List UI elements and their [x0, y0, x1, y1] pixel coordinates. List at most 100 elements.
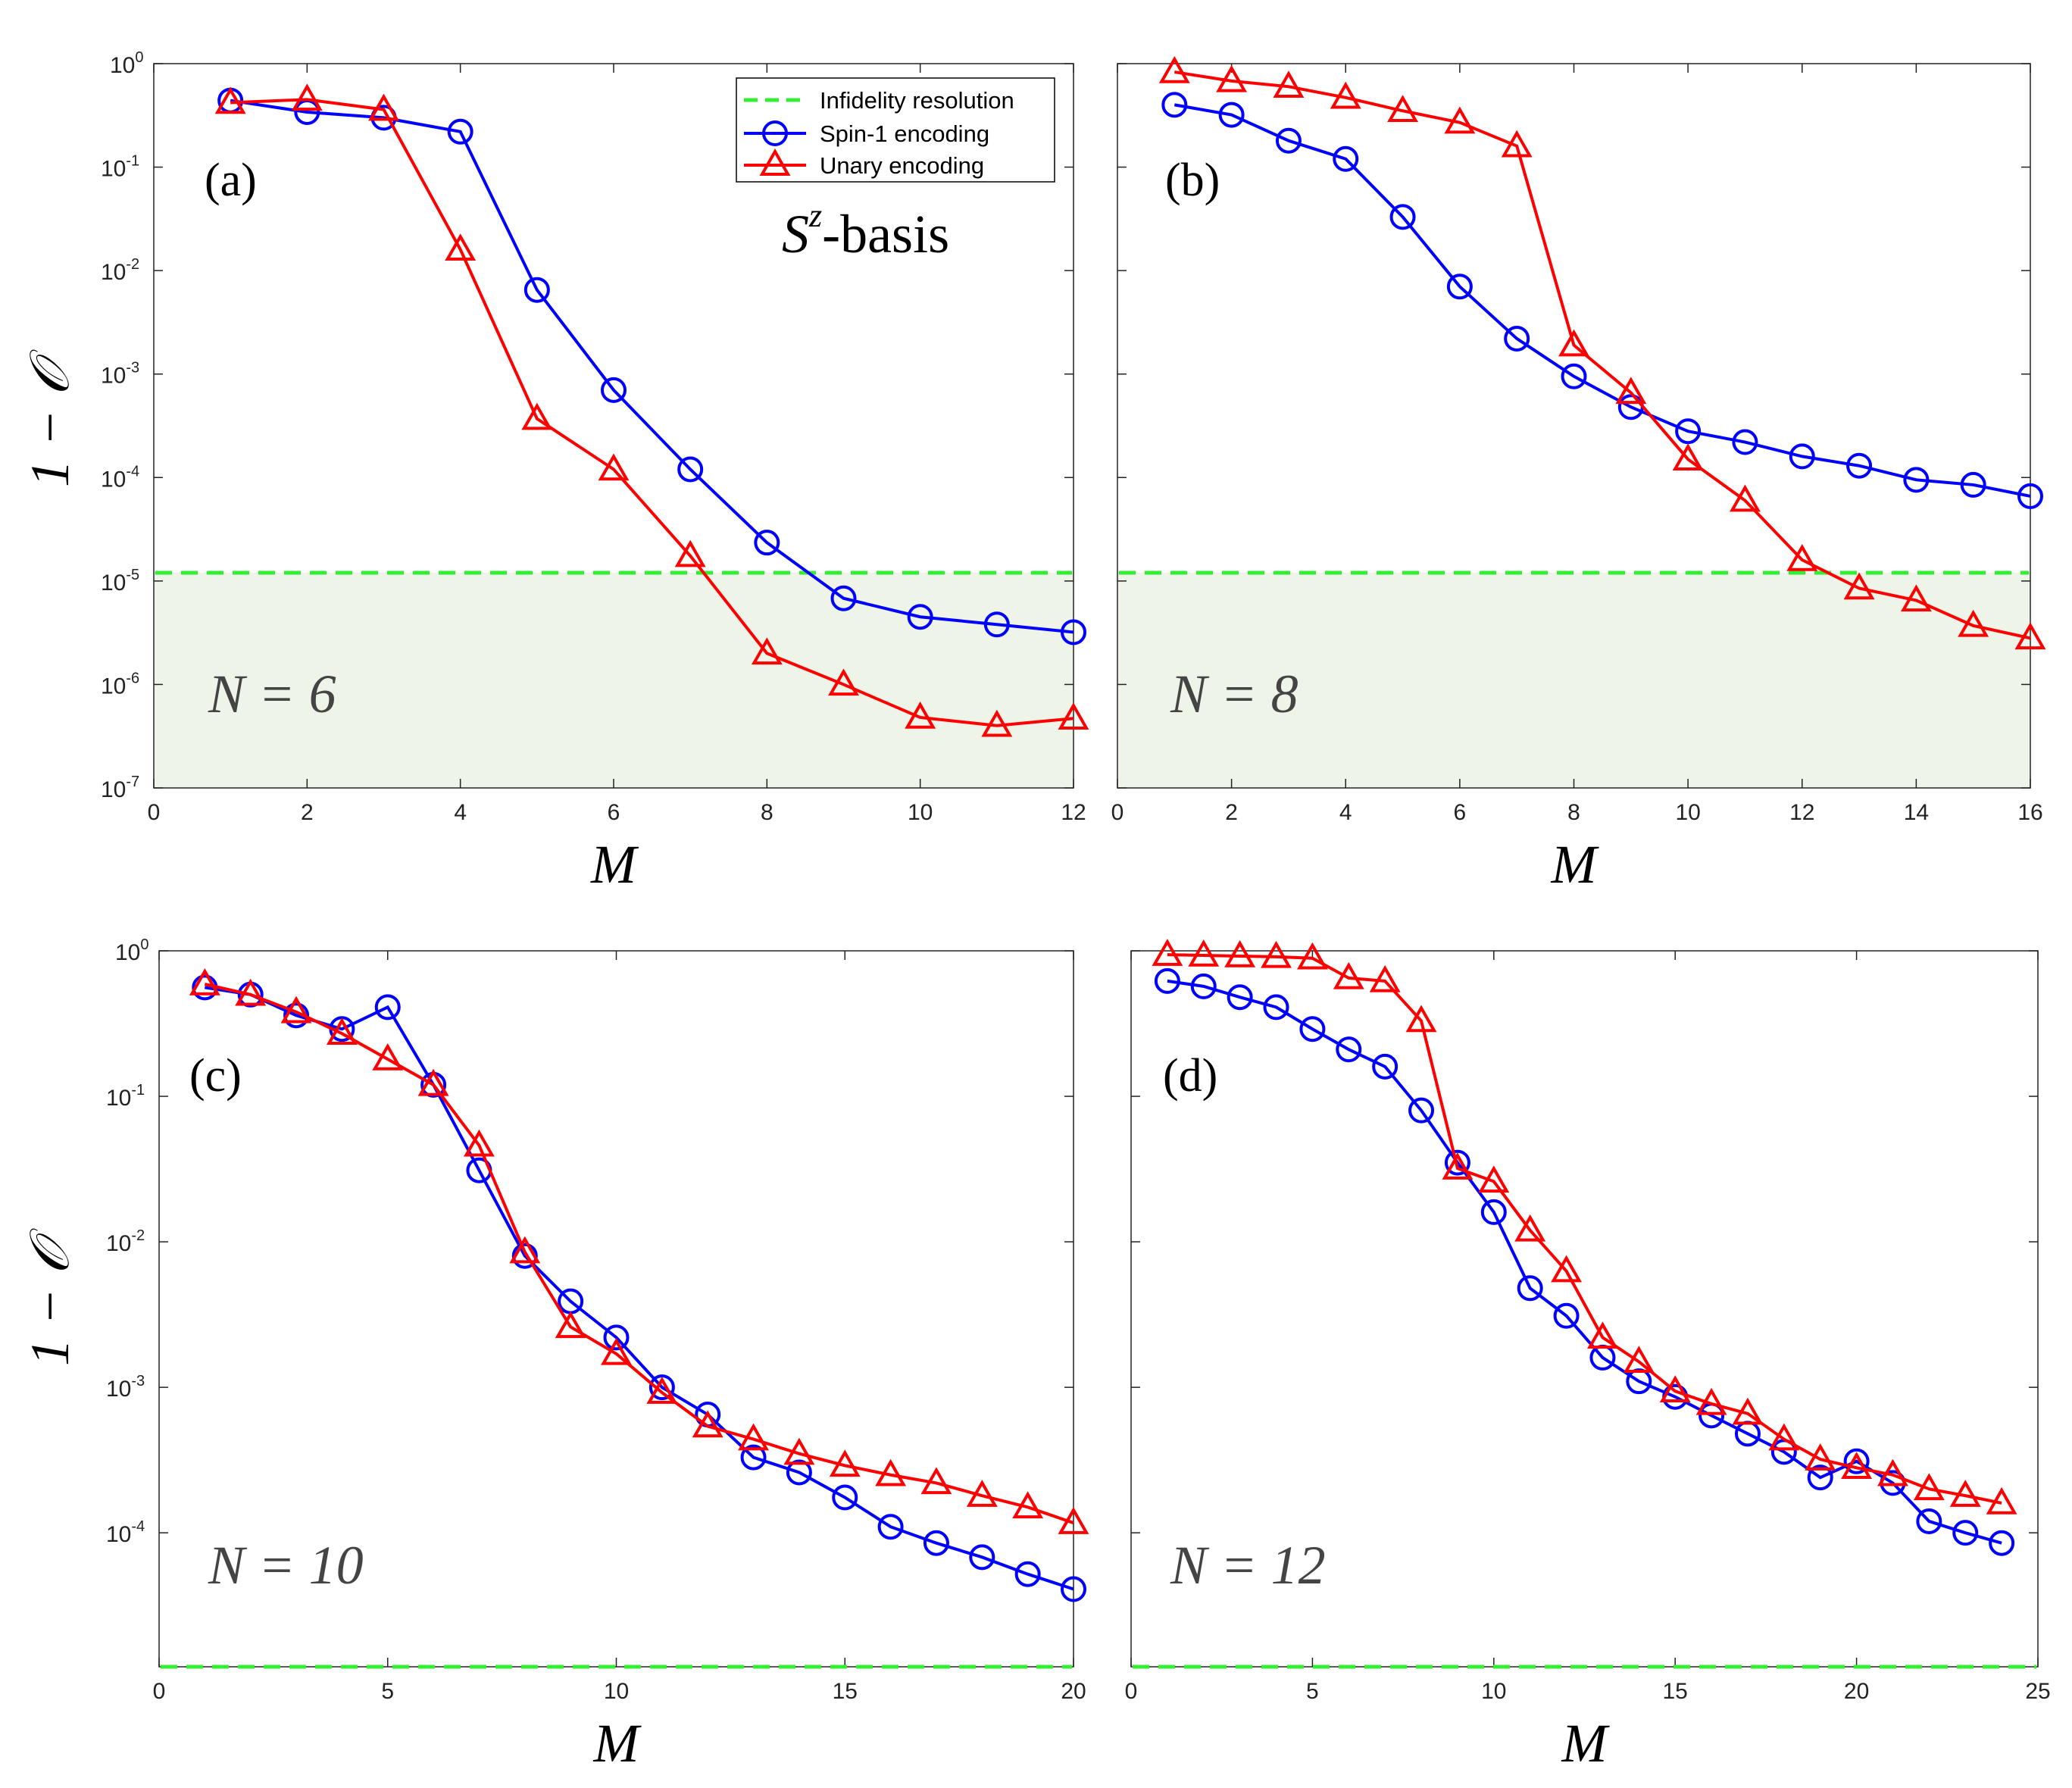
panel-c: 0 5 10 15 20 10-4 10-3 10-2 10-1 100 (c) N = 10 M 1 −…	[20, 936, 1089, 1774]
unary-point	[875, 1458, 907, 1486]
unary-point	[280, 996, 312, 1024]
spin1-point	[2017, 483, 2043, 509]
x-tick-label: 5	[381, 1679, 394, 1704]
unary-point	[828, 668, 859, 696]
spin1-point	[1275, 127, 1302, 154]
x-tick-label: 10	[604, 1679, 629, 1704]
spin1-point	[1952, 1520, 1979, 1546]
unary-point	[445, 233, 477, 261]
spin1-point	[1190, 973, 1217, 999]
spin1-point	[1480, 1199, 1507, 1225]
y-tick-label: 10-2	[101, 256, 139, 285]
unary-point	[1695, 1387, 1727, 1415]
x-tick-label: 8	[1567, 800, 1580, 825]
unary-point	[1058, 1507, 1089, 1534]
unary-point	[1442, 1152, 1474, 1180]
x-tick-label: 5	[1306, 1679, 1319, 1704]
spin1-point	[969, 1544, 995, 1571]
spin1-point	[374, 994, 401, 1021]
spin1-point	[754, 530, 780, 556]
unary-point	[417, 1068, 449, 1096]
unary-point	[674, 539, 706, 567]
unary-point	[1273, 70, 1305, 98]
unary-point	[1672, 443, 1704, 470]
unary-point	[1732, 1397, 1764, 1425]
unary-point	[598, 453, 630, 481]
unary-point	[189, 967, 220, 996]
x-axis-label: M	[1561, 1713, 1611, 1774]
x-tick-label: 4	[1339, 800, 1352, 825]
unary-point	[1949, 1480, 1981, 1507]
spin1-point	[1161, 92, 1188, 118]
unary-point	[966, 1480, 998, 1507]
unary-point	[291, 83, 323, 111]
unary-point	[214, 86, 246, 114]
spin1-point	[1916, 1508, 1942, 1534]
x-tick-label: 10	[1675, 800, 1700, 825]
y-tick-label: 10-3	[106, 1373, 145, 1402]
unary-point	[1958, 609, 1989, 637]
x-tick-label: 25	[2025, 1679, 2050, 1704]
basis-label: Sz-basis	[782, 197, 949, 264]
spin1-point	[1227, 984, 1253, 1011]
n-label: N = 6	[208, 664, 336, 724]
spin1-point	[1517, 1275, 1543, 1302]
x-axis-label: M	[1551, 834, 1600, 895]
spin1-point	[832, 1484, 858, 1511]
spin1-point	[1807, 1464, 1833, 1491]
x-tick-label: 0	[1125, 1679, 1138, 1704]
unary-point	[1333, 961, 1364, 989]
unary-point	[521, 402, 553, 430]
unary-point	[1558, 329, 1589, 357]
spin1-point	[1553, 1302, 1580, 1329]
x-tick-label: 4	[454, 800, 467, 825]
spin1-point	[1675, 418, 1702, 445]
n-label: N = 8	[1170, 664, 1299, 724]
spin1-point	[907, 604, 933, 630]
spin1-point	[1960, 471, 1986, 498]
unary-point	[1877, 1458, 1908, 1486]
spin1-point	[1843, 1448, 1870, 1474]
spin1-point	[1389, 204, 1416, 230]
unary-point	[1058, 702, 1089, 730]
x-tick-label: 12	[1789, 800, 1814, 825]
spin1-series-line	[205, 986, 1074, 1591]
unary-series-line	[230, 98, 1074, 727]
unary-point	[1369, 964, 1401, 992]
unary-point	[692, 1410, 723, 1438]
panel-label: (a)	[205, 155, 257, 206]
y-tick-label: 10-4	[101, 463, 139, 492]
x-tick-label: 0	[153, 1679, 166, 1704]
y-tick-label: 100	[110, 49, 144, 78]
unary-point	[920, 1467, 952, 1495]
unary-point	[2014, 622, 2046, 650]
unary-point	[368, 93, 399, 121]
x-axis-label: M	[590, 834, 639, 895]
unary-point	[1216, 64, 1248, 92]
spin1-point	[677, 456, 704, 483]
unary-point	[1514, 1214, 1546, 1242]
legend-unary-marker	[759, 148, 791, 176]
spin1-point	[1333, 145, 1359, 172]
unary-point	[1986, 1486, 2017, 1514]
unary-point	[1615, 377, 1647, 405]
spin1-point	[603, 1324, 630, 1351]
y-tick-label: 10-1	[101, 153, 139, 182]
spin1-point	[1061, 1576, 1086, 1602]
legend-spin1-label: Spin-1 encoding	[820, 120, 989, 147]
axes-frame	[1130, 950, 2039, 1668]
unary-point	[783, 1437, 815, 1465]
spin1-point	[511, 1243, 538, 1269]
y-tick-label: 10-2	[106, 1227, 145, 1256]
spin1-point	[877, 1514, 904, 1540]
y-axis-label: 1 − 𝒪	[20, 349, 80, 487]
unary-point	[905, 701, 936, 729]
unary-point	[1330, 81, 1361, 109]
legend-unary-label: Unary encoding	[820, 152, 984, 179]
spin1-point	[1504, 325, 1530, 352]
spin1-point	[830, 585, 857, 611]
unary-point	[1900, 584, 1932, 612]
unary-point	[1387, 95, 1419, 123]
unary-point	[326, 1017, 358, 1045]
unary-point	[1623, 1346, 1655, 1374]
